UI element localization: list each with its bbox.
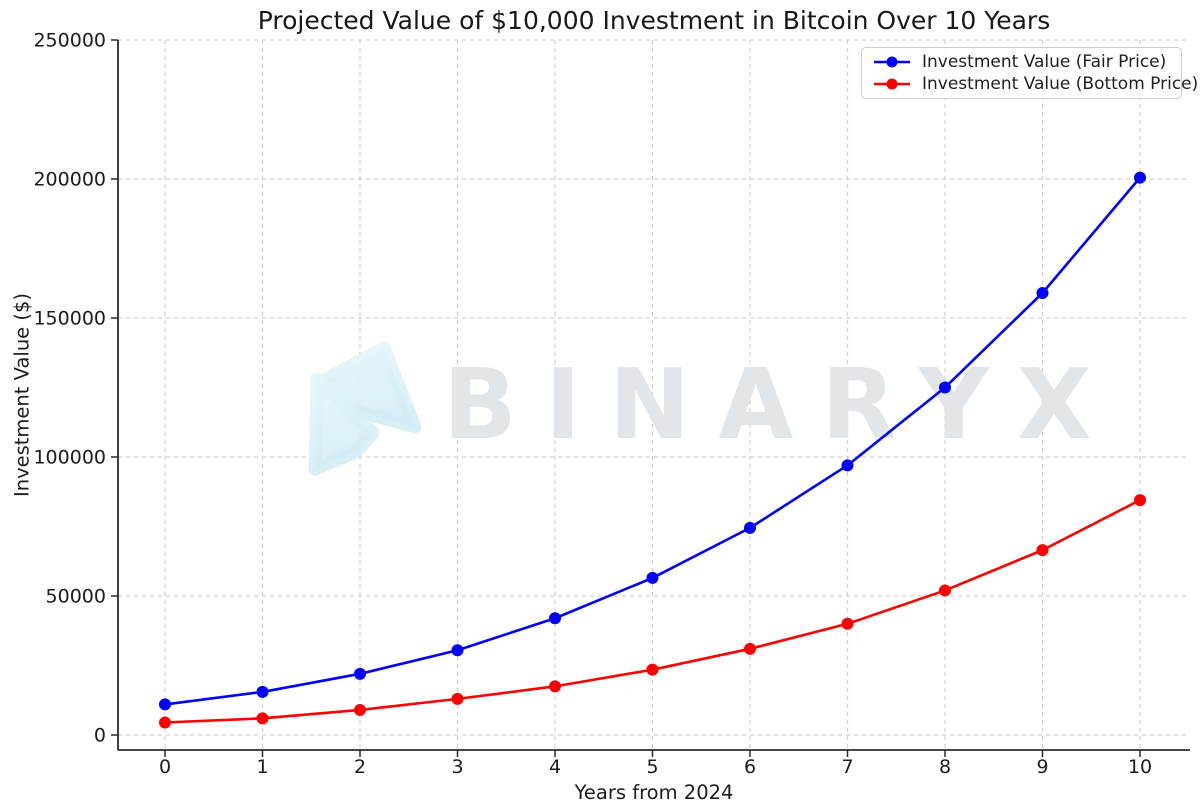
x-axis-label: Years from 2024	[574, 781, 734, 804]
data-point-marker	[451, 644, 464, 657]
data-point-marker	[354, 703, 366, 716]
chart-title: Projected Value of $10,000 Investment in…	[257, 6, 1051, 35]
x-tick-label: 4	[549, 756, 561, 778]
data-point-marker	[841, 617, 854, 630]
data-point-marker	[744, 642, 756, 655]
bottom-price-line-icon	[874, 78, 910, 90]
x-tick-label: 10	[1128, 756, 1152, 778]
series-bottom-price	[159, 494, 1146, 729]
legend-item-fair-price: Investment Value (Fair Price)	[872, 51, 1171, 73]
x-tick-label: 6	[744, 756, 756, 778]
x-tick-label: 1	[256, 756, 268, 778]
data-point-marker	[1134, 494, 1146, 507]
watermark-text: BINARYX	[443, 348, 1120, 461]
x-tick-label: 8	[939, 756, 951, 778]
data-point-marker	[841, 459, 854, 472]
legend: Investment Value (Fair Price) Investment…	[861, 47, 1198, 99]
data-point-marker	[1036, 286, 1049, 299]
x-tick-label: 9	[1036, 756, 1048, 778]
y-tick-label: 100000	[33, 447, 106, 469]
legend-label-bottom-price: Investment Value (Bottom Price)	[922, 74, 1199, 94]
x-tick-label: 3	[451, 756, 463, 778]
ticks	[111, 39, 1141, 757]
data-point-marker	[451, 692, 464, 705]
data-point-marker	[1134, 171, 1146, 184]
axes-spines	[117, 40, 1190, 751]
fair-price-line-icon	[874, 56, 910, 68]
y-tick-label: 150000	[33, 308, 106, 330]
data-point-marker	[939, 381, 951, 394]
legend-item-bottom-price: Investment Value (Bottom Price)	[872, 73, 1198, 95]
data-point-marker	[549, 612, 561, 625]
binaryx-logo-icon	[315, 348, 415, 469]
data-point-marker	[256, 712, 269, 725]
y-axis-label: Investment Value ($)	[10, 292, 34, 498]
data-point-marker	[646, 663, 659, 676]
y-tick-label: 200000	[33, 169, 106, 191]
x-tick-label: 5	[646, 756, 658, 778]
x-tick-label: 0	[159, 756, 171, 778]
legend-label-fair-price: Investment Value (Fair Price)	[922, 52, 1167, 72]
x-tick-label: 7	[841, 756, 853, 778]
data-point-marker	[1036, 544, 1049, 557]
data-point-marker	[549, 680, 561, 693]
y-tick-label: 50000	[46, 586, 106, 608]
x-tick-label: 2	[354, 756, 366, 778]
y-tick-label: 250000	[33, 30, 106, 52]
watermark: BINARYX	[315, 348, 1120, 469]
data-point-marker	[159, 698, 171, 711]
data-point-marker	[354, 667, 366, 680]
data-point-marker	[159, 716, 171, 729]
series-fair-price	[159, 171, 1146, 711]
data-point-marker	[646, 571, 659, 584]
y-tick-label: 0	[94, 725, 106, 747]
data-point-marker	[744, 521, 756, 534]
data-point-marker	[939, 584, 951, 597]
grid	[118, 39, 1190, 750]
tick-labels: 0 50000 100000 150000 200000 250000 0 1 2 3 4 5 6 7 8 9…	[33, 30, 1152, 779]
data-point-marker	[256, 685, 269, 698]
